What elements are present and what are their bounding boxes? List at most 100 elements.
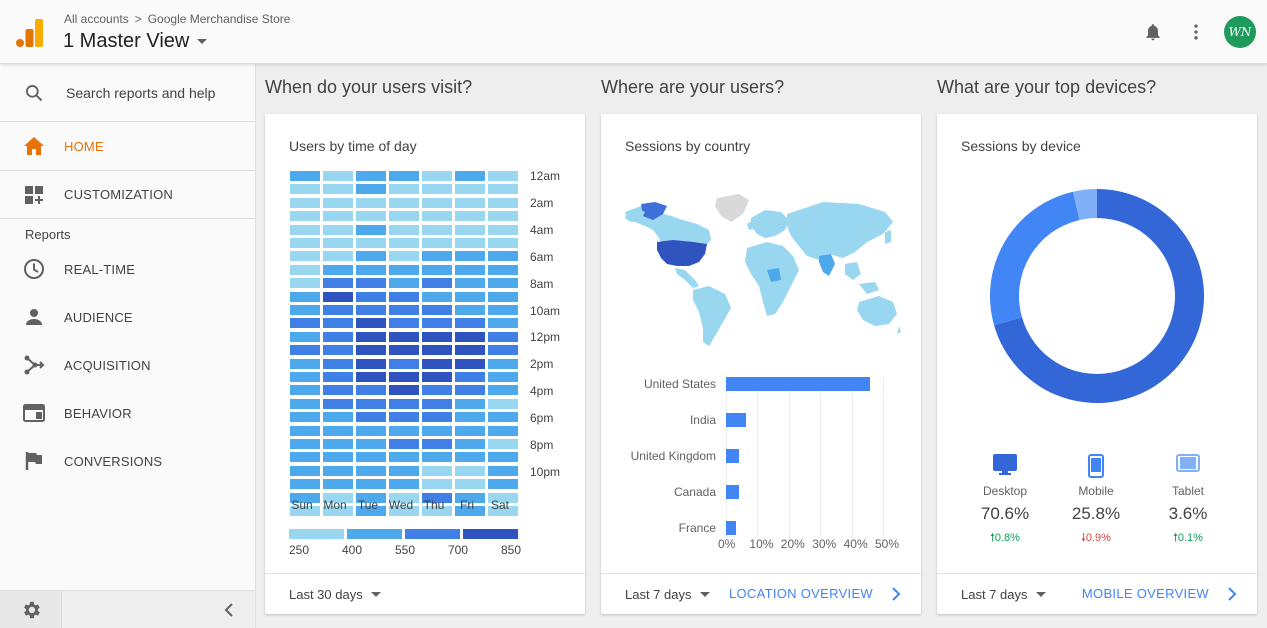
heatmap-cell[interactable]: [455, 465, 485, 476]
heatmap-cell[interactable]: [356, 171, 386, 181]
heatmap-cell[interactable]: [488, 318, 518, 329]
heatmap-cell[interactable]: [455, 291, 485, 302]
heatmap-cell[interactable]: [422, 439, 452, 449]
heatmap-cell[interactable]: [290, 171, 320, 181]
bell-icon[interactable]: [1143, 22, 1163, 42]
heatmap-cell[interactable]: [290, 291, 320, 302]
heatmap-cell[interactable]: [323, 331, 353, 342]
breadcrumb-property[interactable]: Google Merchandise Store: [147, 12, 291, 26]
heatmap-cell[interactable]: [323, 224, 353, 235]
heatmap-cell[interactable]: [323, 425, 353, 436]
heatmap-cell[interactable]: [455, 492, 485, 503]
heatmap-cell[interactable]: [323, 318, 353, 329]
heatmap-cell[interactable]: [389, 197, 419, 208]
heatmap-cell[interactable]: [290, 398, 320, 409]
heatmap-cell[interactable]: [455, 385, 485, 396]
heatmap-cell[interactable]: [488, 492, 518, 503]
heatmap-cell[interactable]: [488, 452, 518, 463]
heatmap-cell[interactable]: [455, 398, 485, 409]
sidebar-item-home[interactable]: HOME: [0, 122, 255, 171]
heatmap-cell[interactable]: [389, 412, 419, 423]
heatmap-cell[interactable]: [389, 264, 419, 275]
heatmap-cell[interactable]: [488, 385, 518, 396]
avatar[interactable]: WN: [1224, 16, 1256, 48]
heatmap-cell[interactable]: [488, 506, 518, 516]
heatmap-cell[interactable]: [422, 385, 452, 396]
device-donut-chart[interactable]: [990, 189, 1204, 403]
heatmap-cell[interactable]: [356, 278, 386, 289]
heatmap-cell[interactable]: [389, 305, 419, 315]
heatmap-cell[interactable]: [455, 238, 485, 248]
heatmap-cell[interactable]: [422, 492, 452, 503]
heatmap-cell[interactable]: [290, 251, 320, 262]
heatmap-cell[interactable]: [389, 439, 419, 449]
heatmap-cell[interactable]: [389, 506, 419, 516]
heatmap-cell[interactable]: [290, 358, 320, 369]
search-bar[interactable]: Search reports and help: [0, 64, 255, 122]
heatmap-cell[interactable]: [422, 224, 452, 235]
heatmap-cell[interactable]: [356, 305, 386, 315]
heatmap-cell[interactable]: [488, 251, 518, 262]
heatmap-cell[interactable]: [356, 412, 386, 423]
heatmap-cell[interactable]: [455, 264, 485, 275]
heatmap-cell[interactable]: [488, 398, 518, 409]
heatmap-cell[interactable]: [389, 345, 419, 356]
heatmap-cell[interactable]: [389, 385, 419, 396]
heatmap-cell[interactable]: [389, 425, 419, 436]
heatmap-cell[interactable]: [290, 318, 320, 329]
heatmap-cell[interactable]: [356, 345, 386, 356]
heatmap-cell[interactable]: [323, 264, 353, 275]
heatmap-cell[interactable]: [422, 372, 452, 382]
heatmap-cell[interactable]: [290, 452, 320, 463]
sidebar-item-conversions[interactable]: CONVERSIONS: [0, 437, 255, 485]
heatmap-cell[interactable]: [323, 251, 353, 262]
heatmap-cell[interactable]: [488, 291, 518, 302]
heatmap-cell[interactable]: [389, 492, 419, 503]
heatmap-cell[interactable]: [389, 224, 419, 235]
heatmap-cell[interactable]: [356, 184, 386, 195]
heatmap-cell[interactable]: [422, 251, 452, 262]
heatmap-cell[interactable]: [488, 439, 518, 449]
heatmap-cell[interactable]: [290, 278, 320, 289]
country-bar[interactable]: [726, 449, 740, 463]
heatmap-cell[interactable]: [455, 439, 485, 449]
heatmap-cell[interactable]: [422, 331, 452, 342]
heatmap-cell[interactable]: [422, 398, 452, 409]
chevron-left-icon[interactable]: [222, 602, 236, 618]
view-selector[interactable]: 1 Master View: [63, 30, 208, 53]
analytics-logo-icon[interactable]: [16, 19, 43, 47]
heatmap-cell[interactable]: [356, 465, 386, 476]
device-mobile[interactable]: Mobile 25.8% 🠗0.9%: [1056, 454, 1136, 548]
heatmap-cell[interactable]: [455, 452, 485, 463]
heatmap-cell[interactable]: [455, 278, 485, 289]
sidebar-item-audience[interactable]: AUDIENCE: [0, 293, 255, 341]
heatmap-cell[interactable]: [290, 492, 320, 503]
heatmap-cell[interactable]: [323, 385, 353, 396]
heatmap-cell[interactable]: [422, 452, 452, 463]
heatmap-cell[interactable]: [356, 452, 386, 463]
more-vert-icon[interactable]: [1186, 22, 1206, 42]
heatmap-cell[interactable]: [290, 465, 320, 476]
heatmap-cell[interactable]: [488, 345, 518, 356]
search-input[interactable]: Search reports and help: [66, 84, 216, 101]
heatmap-cell[interactable]: [323, 291, 353, 302]
heatmap-cell[interactable]: [455, 412, 485, 423]
heatmap-cell[interactable]: [389, 291, 419, 302]
country-bar[interactable]: [726, 521, 737, 535]
heatmap-cell[interactable]: [455, 479, 485, 490]
heatmap-cell[interactable]: [356, 197, 386, 208]
device-tablet[interactable]: Tablet 3.6% 🠕0.1%: [1148, 454, 1228, 548]
heatmap-cell[interactable]: [422, 318, 452, 329]
chevron-down-icon[interactable]: [197, 39, 208, 44]
heatmap-cell[interactable]: [290, 211, 320, 222]
heatmap-cell[interactable]: [389, 184, 419, 195]
heatmap-cell[interactable]: [455, 318, 485, 329]
heatmap-cell[interactable]: [488, 358, 518, 369]
heatmap-cell[interactable]: [455, 197, 485, 208]
heatmap-cell[interactable]: [488, 278, 518, 289]
heatmap-cell[interactable]: [422, 305, 452, 315]
heatmap-cell[interactable]: [488, 305, 518, 315]
heatmap-cell[interactable]: [455, 331, 485, 342]
heatmap-cell[interactable]: [323, 278, 353, 289]
heatmap-cell[interactable]: [488, 197, 518, 208]
